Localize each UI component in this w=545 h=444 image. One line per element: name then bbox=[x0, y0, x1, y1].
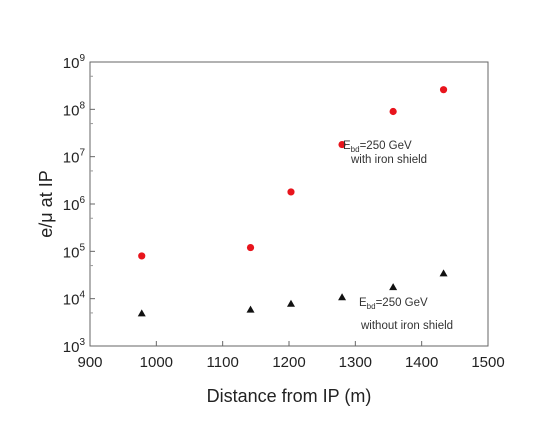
data-point-triangle bbox=[137, 309, 146, 317]
y-axis-ticks: 103 104 105 106 107 108 109 bbox=[63, 53, 95, 356]
y-minor-ticks bbox=[90, 75, 93, 314]
data-point-triangle bbox=[286, 299, 295, 307]
x-axis-title: Distance from IP (m) bbox=[207, 386, 372, 406]
annotation-2-main: E bbox=[359, 297, 367, 309]
data-point-circle bbox=[246, 243, 255, 252]
svg-text:Ebd=250 GeV: Ebd=250 GeV bbox=[343, 140, 412, 154]
annotation-2-sub: bd bbox=[367, 302, 376, 311]
x-tick-label: 1000 bbox=[140, 354, 173, 371]
data-point-circle bbox=[389, 107, 397, 116]
y-tick-label: 105 bbox=[63, 242, 86, 261]
annotation-2-rest: =250 GeV bbox=[376, 297, 428, 309]
annotation-1-rest: =250 GeV bbox=[360, 140, 412, 152]
x-tick-label: 1200 bbox=[272, 354, 305, 371]
y-tick-label: 108 bbox=[63, 100, 86, 119]
y-tick-label: 109 bbox=[63, 53, 86, 72]
annotation-1-line2: with iron shield bbox=[350, 154, 427, 166]
y-tick-label: 106 bbox=[63, 195, 86, 214]
annotation-1-main: E bbox=[343, 140, 351, 152]
data-point-triangle bbox=[338, 293, 347, 301]
data-point-circle bbox=[439, 86, 448, 94]
y-tick-label: 107 bbox=[63, 148, 86, 167]
data-point-circle bbox=[287, 188, 295, 196]
x-tick-label: 1100 bbox=[207, 354, 239, 371]
annotation-with-shield: Ebd=250 GeV with iron shield bbox=[343, 140, 427, 166]
annotation-without-shield: Ebd=250 GeV without iron shield bbox=[359, 297, 453, 332]
data-point-triangle bbox=[246, 305, 255, 313]
y-tick-label: 103 bbox=[63, 337, 86, 356]
x-tick-label: 1500 bbox=[471, 354, 504, 371]
y-axis-title: e/μ at IP bbox=[36, 170, 56, 237]
data-point-triangle bbox=[439, 269, 448, 277]
annotation-2-line2: without iron shield bbox=[360, 320, 453, 332]
data-point-circle bbox=[138, 252, 146, 260]
y-tick-label: 104 bbox=[63, 290, 86, 309]
x-tick-label: 900 bbox=[77, 354, 102, 371]
annotation-1-sub: bd bbox=[351, 145, 360, 154]
svg-text:Ebd=250 GeV: Ebd=250 GeV bbox=[359, 297, 428, 311]
data-point-triangle bbox=[389, 283, 398, 291]
x-axis-ticks: 900 1000 1100 1200 1300 1400 1500 bbox=[77, 341, 505, 371]
x-tick-label: 1300 bbox=[339, 354, 372, 371]
data-point-circle bbox=[338, 140, 346, 149]
data-markers bbox=[137, 86, 448, 317]
x-tick-label: 1400 bbox=[405, 354, 438, 371]
